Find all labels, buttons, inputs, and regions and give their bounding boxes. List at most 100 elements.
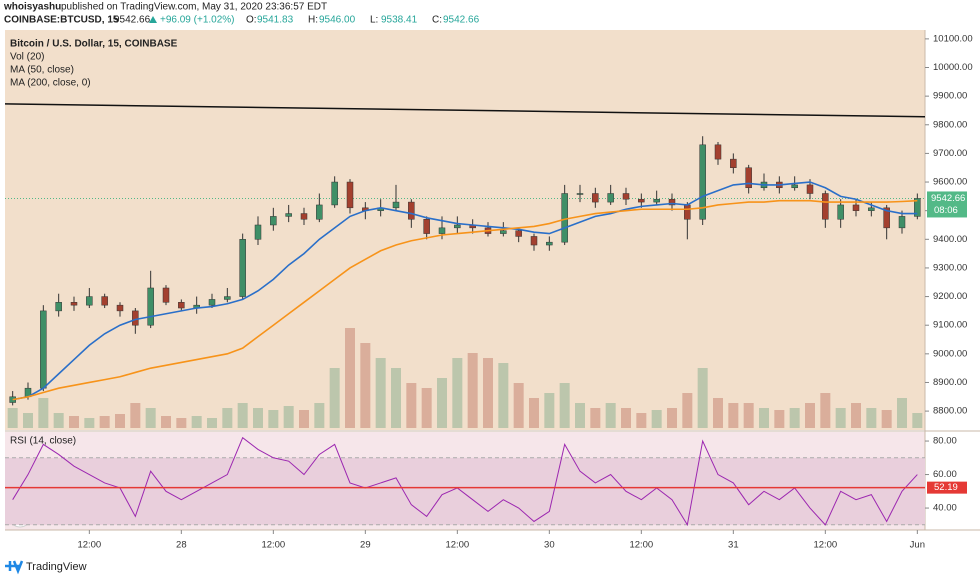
volume-bar <box>329 368 340 428</box>
y-tick-label: 9800.00 <box>933 119 967 130</box>
volume-bar <box>697 368 708 428</box>
candle-body <box>592 193 599 203</box>
change: +96.09 (+1.02%) <box>160 15 235 26</box>
candle-body <box>239 239 246 297</box>
candle-body <box>546 241 553 246</box>
volume-bar <box>897 398 907 428</box>
chart-title: Bitcoin / U.S. Dollar, 15, COINBASE <box>10 39 178 50</box>
candle-body <box>699 144 706 220</box>
candle-body <box>668 198 676 206</box>
volume-bar <box>38 398 49 428</box>
volume-bar <box>207 418 217 428</box>
volume-bar <box>237 403 248 428</box>
y-tick-label: 10100.00 <box>933 33 973 44</box>
y-tick-label: 9300.00 <box>933 262 967 273</box>
symbol: COINBASE:BTCUSD, 15 <box>4 15 119 26</box>
candle-body <box>55 302 62 312</box>
trendline <box>4 103 926 118</box>
volume-bar <box>283 406 294 428</box>
legend-entry: MA (50, close) <box>10 65 74 76</box>
rsi-tick-label: 60.00 <box>933 469 957 480</box>
volume-bar <box>590 408 601 428</box>
x-tick-label: 12:00 <box>261 540 285 551</box>
candle-body <box>346 181 354 209</box>
y-tick-label: 9100.00 <box>933 320 967 331</box>
candle-body <box>898 216 906 229</box>
candle-body <box>285 213 292 217</box>
volume-bar <box>268 410 279 428</box>
candle-body <box>791 184 798 189</box>
candle-body <box>852 204 860 211</box>
volume-bar <box>84 418 95 428</box>
rsi-band <box>5 457 925 525</box>
volume-bar <box>299 410 309 428</box>
ohlc-value: 9542.66 <box>443 15 480 26</box>
y-tick-label: 9700.00 <box>933 148 967 159</box>
candle-body <box>162 287 170 303</box>
volume-bar <box>835 408 846 428</box>
candle-body <box>270 216 277 226</box>
x-tick-label: 12:00 <box>813 540 837 551</box>
candle-body <box>224 296 231 300</box>
candle-body <box>392 201 400 209</box>
candle-body <box>806 184 814 194</box>
volume-bar <box>391 368 401 428</box>
x-tick-label: 12:00 <box>445 540 469 551</box>
volume-bar <box>851 403 861 428</box>
y-tick-label: 9900.00 <box>933 91 967 102</box>
ohlc-key: O: <box>246 15 257 26</box>
candle-body <box>883 207 890 229</box>
price-pane <box>5 30 925 430</box>
ohlc-key: C: <box>432 15 442 26</box>
volume-bar <box>713 398 723 428</box>
volume-bar <box>406 383 417 428</box>
y-tick-label: 9400.00 <box>933 234 967 245</box>
volume-bar <box>7 408 18 428</box>
legend-volume: Vol (20) <box>10 52 44 63</box>
candle-body <box>561 193 568 243</box>
volume-bar <box>452 358 463 428</box>
candle-body <box>653 198 660 203</box>
candle-body <box>745 167 752 189</box>
volume-bar <box>636 413 647 428</box>
volume-bar <box>421 388 432 428</box>
volume-bar <box>544 393 555 428</box>
price: 9542.66 <box>114 15 151 26</box>
candle-body <box>822 193 829 220</box>
published: published on TradingView.com, May 31, 20… <box>61 2 327 13</box>
volume-bar <box>375 358 386 428</box>
ohlc-key: H: <box>308 15 318 26</box>
volume-bar <box>805 403 815 428</box>
ohlc-value: 9538.41 <box>381 15 418 26</box>
rsi-tick-label: 40.00 <box>933 503 957 514</box>
candle-body <box>147 287 154 326</box>
volume-bar <box>513 383 524 428</box>
candle-body <box>914 198 921 217</box>
volume-bar <box>53 413 64 428</box>
volume-bar <box>115 414 125 428</box>
volume-bar <box>360 343 371 428</box>
footer-logo <box>5 560 24 575</box>
rsi-name: RSI (14, close) <box>10 436 76 447</box>
volume-bar <box>912 413 923 428</box>
candle-body <box>607 193 614 203</box>
ma-line <box>12 181 918 401</box>
candle-body <box>837 204 844 220</box>
candle-body <box>70 302 78 306</box>
candle-body <box>40 310 47 389</box>
candle-body <box>868 207 875 211</box>
volume-bar <box>437 378 447 428</box>
x-tick-label: 29 <box>360 540 371 551</box>
x-tick-label: 12:00 <box>629 540 653 551</box>
up-arrow <box>149 16 157 23</box>
footer-brand: TradingView <box>26 561 87 573</box>
volume-bar <box>69 416 79 428</box>
candle-body <box>178 302 185 309</box>
candle-body <box>515 230 522 237</box>
candle-body <box>438 227 446 234</box>
volume-bar <box>253 408 263 428</box>
candle-body <box>331 181 338 206</box>
volume-bar <box>789 408 800 428</box>
volume-bar <box>176 418 187 428</box>
x-tick-label: 28 <box>176 540 187 551</box>
